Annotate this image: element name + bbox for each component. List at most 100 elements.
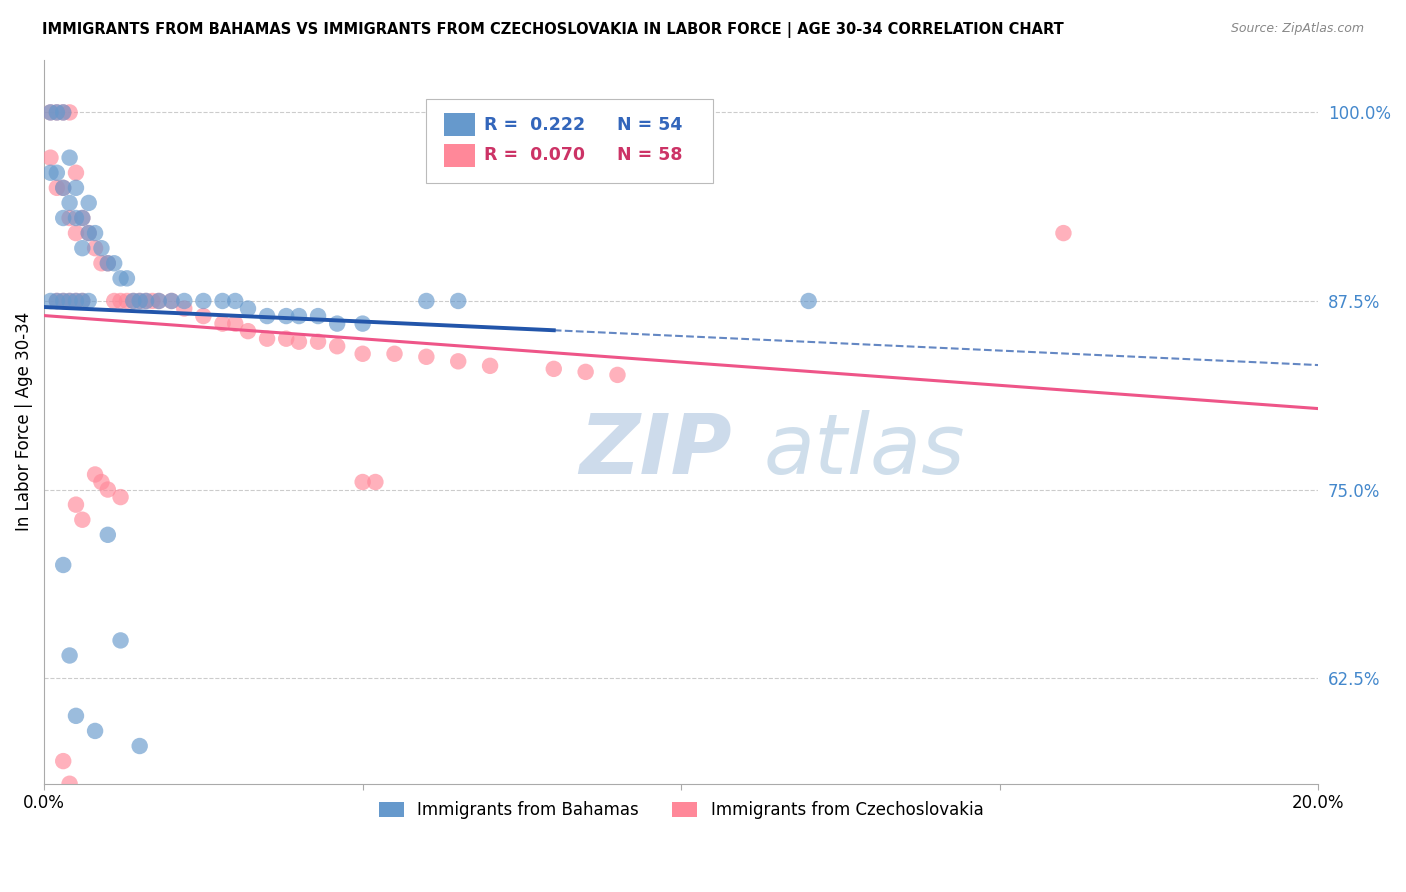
Point: [65, 498, 87, 512]
Text: atlas: atlas: [763, 410, 966, 491]
Point: [65, 211, 87, 225]
Text: ZIP: ZIP: [579, 410, 733, 491]
Text: N = 54: N = 54: [617, 116, 683, 134]
Point: [352, 317, 374, 331]
Point: [447, 354, 470, 368]
Point: [276, 309, 298, 323]
Point: [211, 293, 233, 308]
Point: [115, 293, 138, 308]
Point: [65, 293, 87, 308]
Point: [52, 181, 75, 195]
Point: [326, 339, 349, 353]
Point: [72, 293, 94, 308]
Point: [110, 271, 132, 285]
Point: [479, 359, 502, 373]
Point: [97, 256, 120, 270]
Text: Source: ZipAtlas.com: Source: ZipAtlas.com: [1230, 22, 1364, 36]
FancyBboxPatch shape: [444, 144, 475, 167]
Text: IMMIGRANTS FROM BAHAMAS VS IMMIGRANTS FROM CZECHOSLOVAKIA IN LABOR FORCE | AGE 3: IMMIGRANTS FROM BAHAMAS VS IMMIGRANTS FR…: [42, 22, 1064, 38]
Point: [415, 293, 437, 308]
Point: [1052, 226, 1074, 240]
Point: [45, 166, 67, 180]
Point: [307, 334, 329, 349]
Point: [364, 475, 387, 489]
Point: [58, 151, 80, 165]
Point: [103, 293, 125, 308]
Point: [72, 513, 94, 527]
Point: [52, 105, 75, 120]
Point: [58, 777, 80, 791]
Point: [110, 293, 132, 308]
Point: [148, 293, 170, 308]
Point: [211, 317, 233, 331]
Point: [58, 293, 80, 308]
Point: [307, 309, 329, 323]
Point: [110, 633, 132, 648]
Point: [39, 105, 62, 120]
Y-axis label: In Labor Force | Age 30-34: In Labor Force | Age 30-34: [15, 312, 32, 532]
Point: [122, 293, 145, 308]
Point: [45, 105, 67, 120]
Point: [97, 483, 120, 497]
Point: [72, 211, 94, 225]
Point: [326, 317, 349, 331]
Point: [135, 293, 157, 308]
Point: [58, 648, 80, 663]
Text: R =  0.070: R = 0.070: [484, 146, 585, 164]
Point: [256, 332, 278, 346]
Point: [39, 105, 62, 120]
Point: [65, 709, 87, 723]
Point: [77, 226, 100, 240]
Point: [90, 475, 112, 489]
Text: R =  0.222: R = 0.222: [484, 116, 585, 134]
FancyBboxPatch shape: [444, 113, 475, 136]
Point: [52, 293, 75, 308]
Point: [90, 256, 112, 270]
Point: [52, 181, 75, 195]
Point: [352, 475, 374, 489]
Point: [45, 293, 67, 308]
Point: [160, 293, 183, 308]
Point: [84, 226, 107, 240]
Point: [39, 293, 62, 308]
Point: [160, 293, 183, 308]
Point: [173, 293, 195, 308]
Point: [141, 293, 163, 308]
Legend: Immigrants from Bahamas, Immigrants from Czechoslovakia: Immigrants from Bahamas, Immigrants from…: [373, 795, 990, 826]
Point: [45, 293, 67, 308]
Point: [65, 226, 87, 240]
Point: [72, 241, 94, 255]
Point: [110, 490, 132, 504]
Point: [115, 271, 138, 285]
Point: [72, 211, 94, 225]
Point: [97, 256, 120, 270]
Point: [135, 293, 157, 308]
Point: [90, 241, 112, 255]
Point: [77, 293, 100, 308]
Point: [58, 211, 80, 225]
Point: [97, 528, 120, 542]
Point: [288, 309, 311, 323]
Point: [256, 309, 278, 323]
Point: [58, 293, 80, 308]
Point: [173, 301, 195, 316]
Point: [797, 293, 820, 308]
Point: [103, 256, 125, 270]
Point: [77, 195, 100, 210]
Point: [52, 105, 75, 120]
Point: [58, 195, 80, 210]
Point: [276, 332, 298, 346]
Point: [606, 368, 628, 382]
Point: [58, 105, 80, 120]
Text: N = 58: N = 58: [617, 146, 683, 164]
Point: [193, 309, 215, 323]
Point: [52, 558, 75, 572]
Point: [543, 362, 565, 376]
Point: [65, 181, 87, 195]
Point: [122, 293, 145, 308]
Point: [128, 739, 150, 753]
FancyBboxPatch shape: [426, 99, 713, 183]
Point: [77, 226, 100, 240]
Point: [575, 365, 598, 379]
Point: [84, 241, 107, 255]
